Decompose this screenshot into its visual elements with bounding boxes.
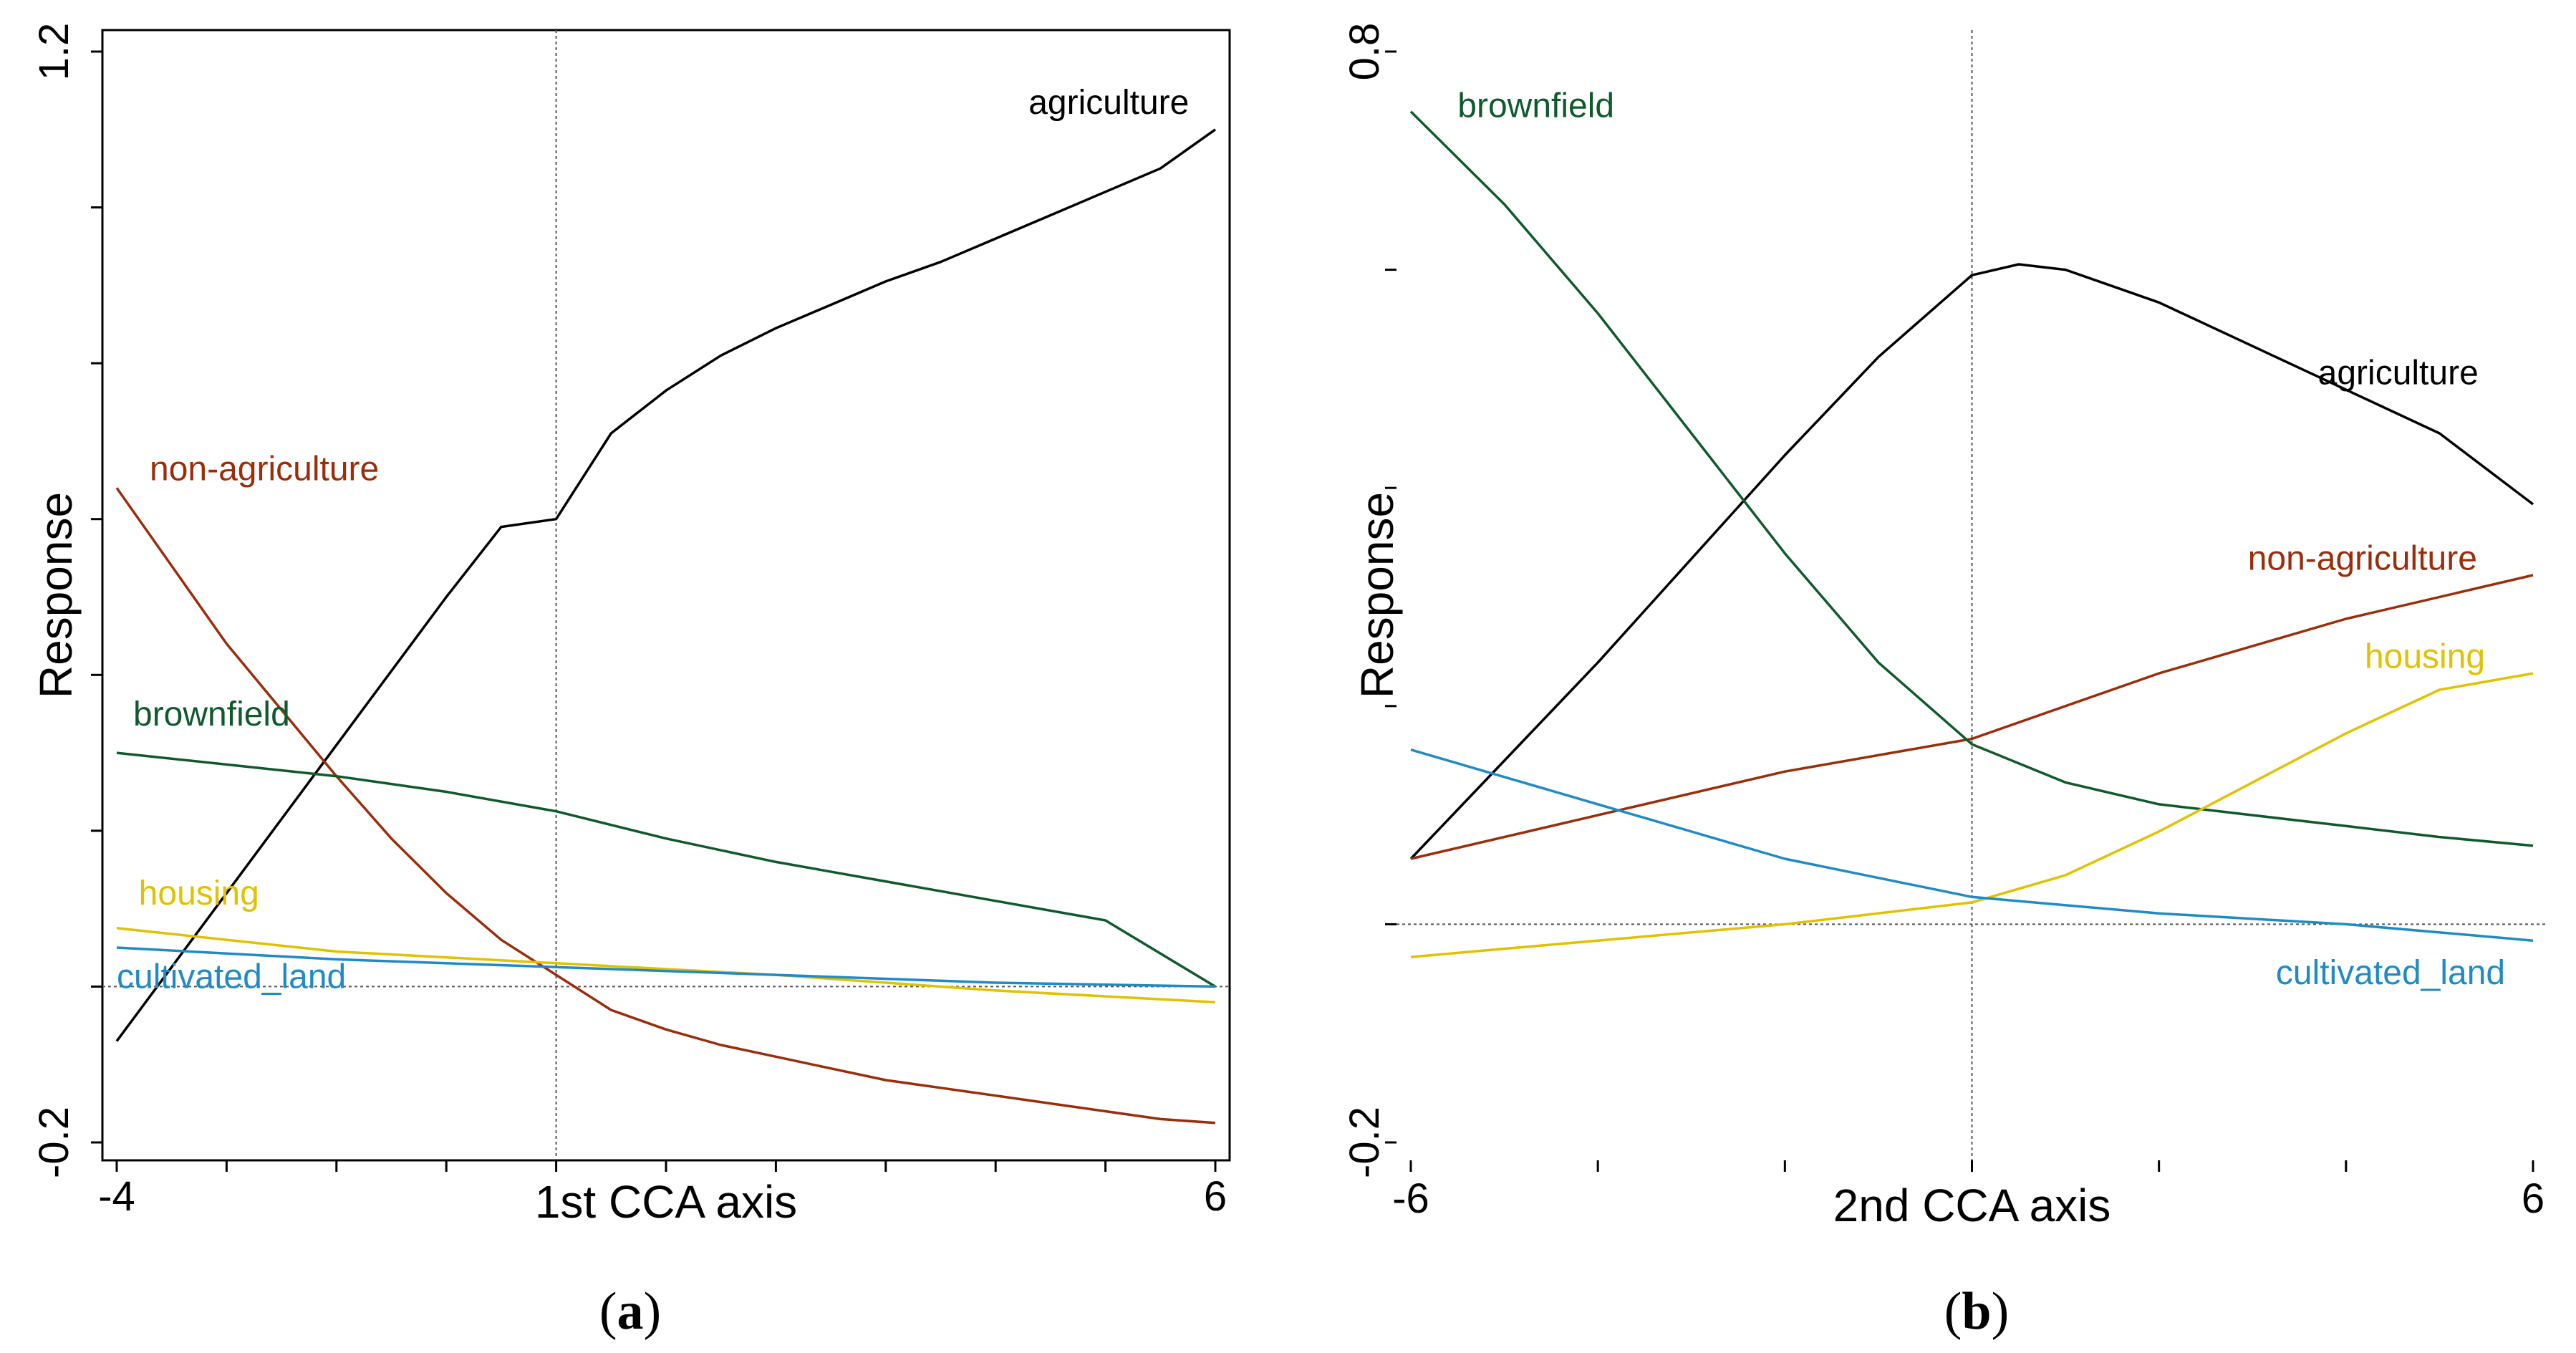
series-label-brownfield: brownfield (1457, 87, 1614, 125)
series-label-brownfield: brownfield (133, 695, 290, 733)
series-line-cultivated_land (1410, 748, 2534, 942)
caption-letter: a (617, 1282, 644, 1341)
caption-open-paren: ( (599, 1282, 617, 1341)
x-tick-label-max: 6 (1204, 1173, 1227, 1220)
caption-letter: b (1962, 1282, 1991, 1341)
panel-caption: (a) (599, 1282, 661, 1341)
y-tick-label-max: 1.2 (31, 23, 77, 81)
series-label-non-agriculture: non-agriculture (2248, 539, 2477, 577)
series-line-brownfield (116, 751, 1216, 988)
y-axis-title: Response (1351, 492, 1403, 698)
series-label-non-agriculture: non-agriculture (150, 450, 379, 488)
series-line-non-agriculture (1410, 574, 2534, 860)
caption-open-paren: ( (1944, 1282, 1962, 1341)
y-tick-label-min: -0.2 (31, 1107, 77, 1178)
series-label-agriculture: agriculture (2318, 355, 2479, 393)
series-line-non-agriculture (115, 487, 1216, 1125)
panel-b-chart: -6 6 -0.2 0.8 2nd CCA axis Response agricultur… (1341, 23, 2547, 1341)
series-label-agriculture: agriculture (1028, 84, 1189, 122)
series-line-housing (116, 927, 1216, 1003)
caption-close-paren: ) (1992, 1282, 2010, 1341)
x-axis-title: 2nd CCA axis (1833, 1180, 2111, 1231)
series-label-cultivated_land: cultivated_land (2276, 954, 2505, 992)
x-axis-title: 1st CCA axis (535, 1176, 797, 1228)
x-tick-label-min: -4 (98, 1173, 135, 1220)
series-line-agriculture (1409, 263, 2534, 860)
series-line-housing (1410, 672, 2534, 958)
caption-close-paren: ) (644, 1282, 662, 1341)
panel-caption: (b) (1944, 1282, 2009, 1341)
series-line-agriculture (115, 128, 1217, 1042)
x-tick-label-max: 6 (2522, 1175, 2544, 1222)
x-tick-label-min: -6 (1392, 1175, 1429, 1222)
series-line-cultivated_land (116, 946, 1216, 988)
y-tick-label-min: -0.2 (1341, 1107, 1388, 1178)
y-axis-title: Response (30, 492, 82, 698)
series-line-brownfield (1409, 110, 2534, 847)
series-label-housing: housing (2365, 637, 2485, 675)
series-label-cultivated_land: cultivated_land (117, 958, 346, 996)
y-tick-label-max: 0.8 (1341, 23, 1388, 81)
panel-a-chart: -4 6 -0.2 1.2 1st CCA axis Response agricultur… (30, 23, 1231, 1341)
series-label-housing: housing (139, 875, 259, 913)
